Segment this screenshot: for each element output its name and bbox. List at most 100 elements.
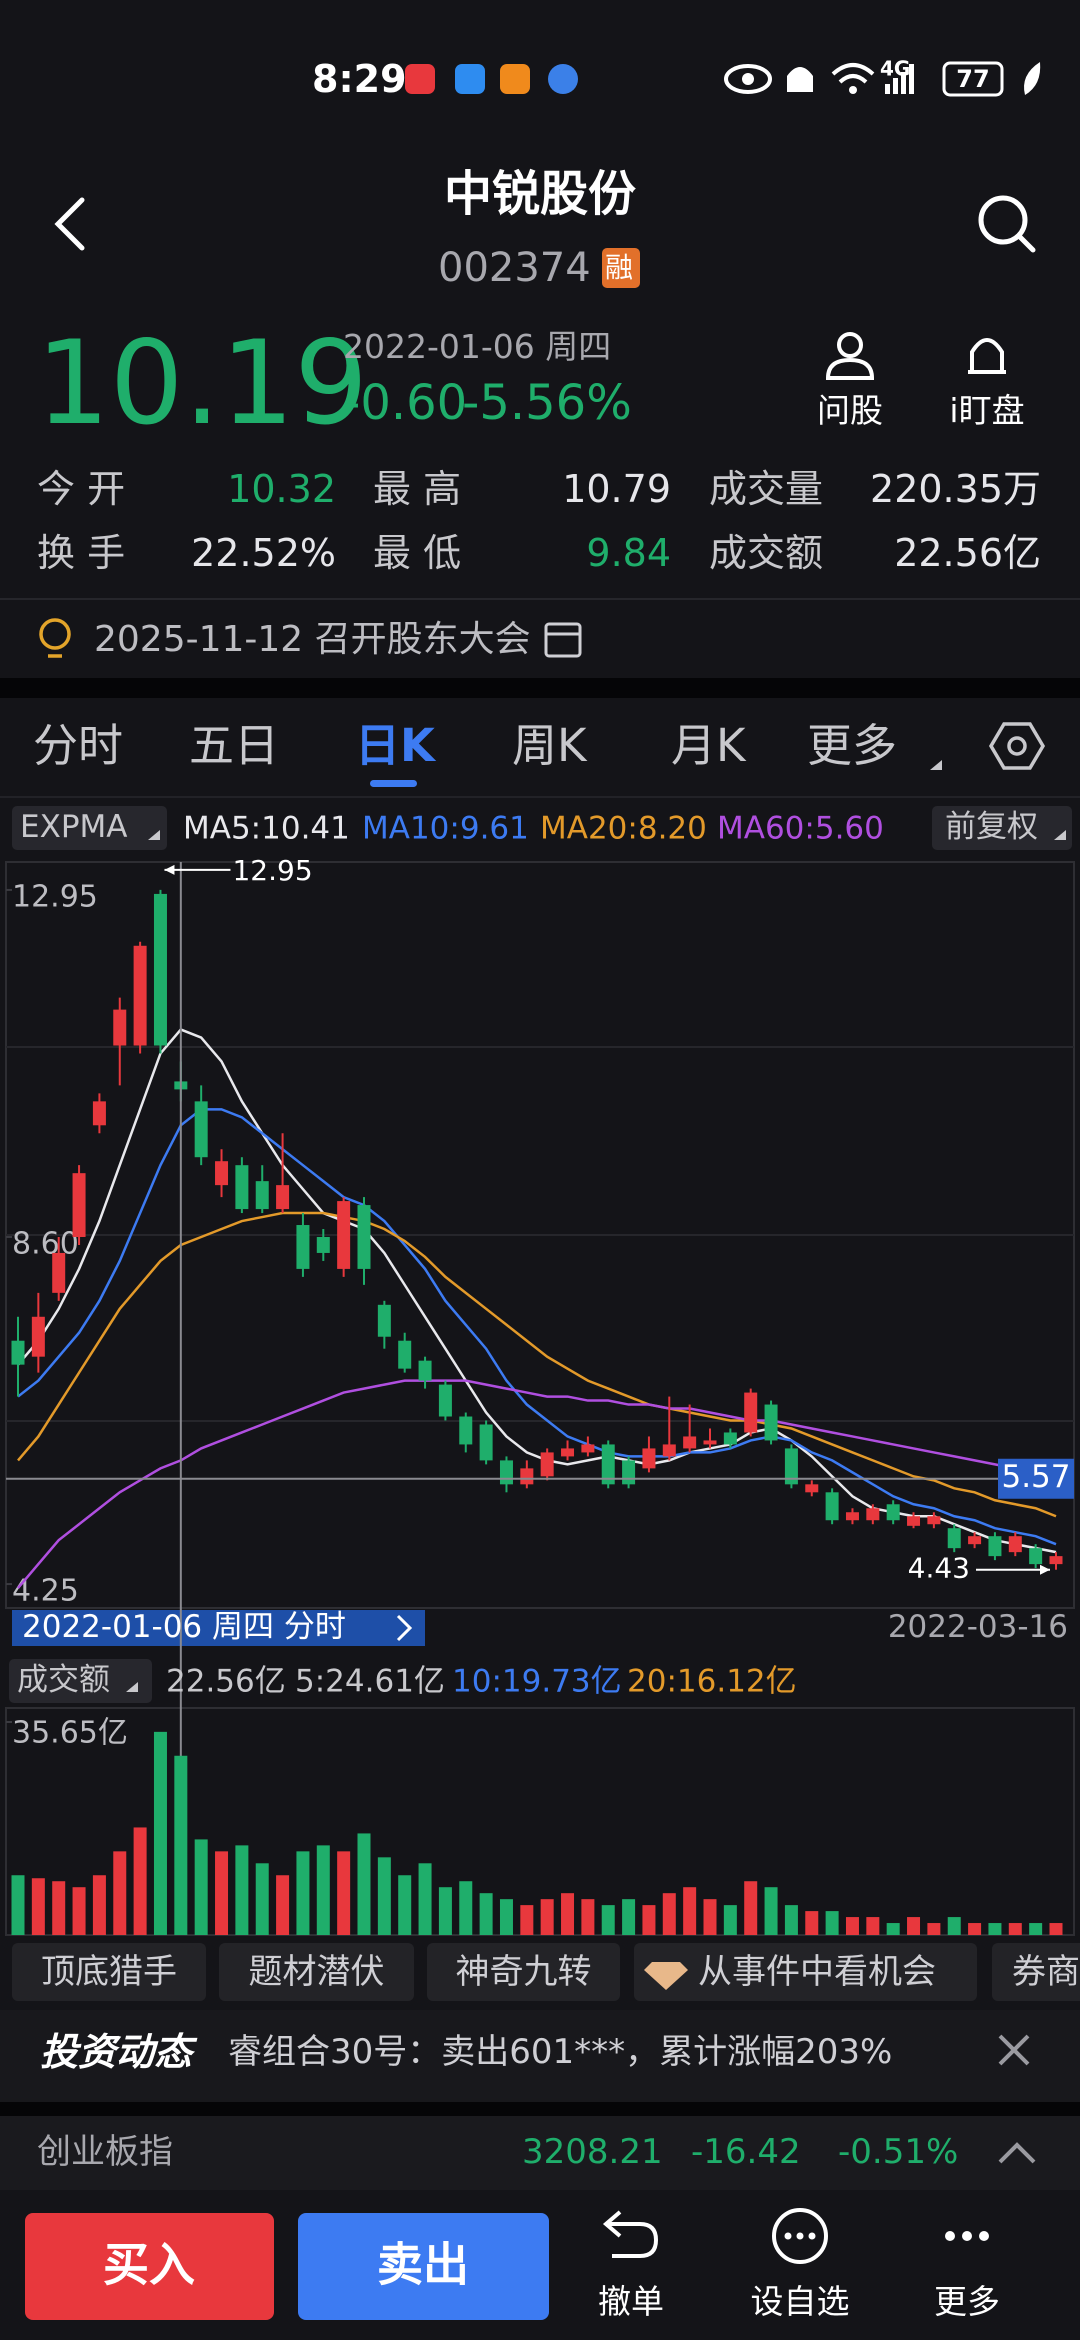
stat-value: 22.52% bbox=[191, 531, 336, 575]
tool-chip[interactable] bbox=[219, 1943, 414, 2001]
search-button[interactable] bbox=[1016, 233, 1036, 253]
tool-label[interactable]: 神奇九转 bbox=[455, 1952, 592, 1992]
adjust-selector[interactable] bbox=[932, 806, 1072, 850]
candle-body bbox=[744, 1392, 758, 1433]
favorite-icon[interactable] bbox=[784, 2232, 792, 2240]
tab-active[interactable]: 日K bbox=[355, 719, 435, 772]
favorite-icon[interactable] bbox=[796, 2232, 804, 2240]
tool-chip[interactable] bbox=[992, 1943, 1080, 2001]
action-label[interactable]: 问股 bbox=[817, 391, 883, 430]
candle-body bbox=[540, 1452, 554, 1477]
indicator[interactable]: EXPMA bbox=[20, 809, 128, 845]
sell-label[interactable]: 卖出 bbox=[377, 2238, 469, 2292]
ask-icon[interactable] bbox=[837, 332, 863, 358]
wifi-icon bbox=[849, 86, 857, 94]
ma-line bbox=[17, 1108, 1057, 1546]
eye-icon bbox=[724, 64, 772, 94]
candle-body bbox=[988, 1536, 1002, 1557]
tool-label[interactable]: 券商 bbox=[1012, 1952, 1080, 1992]
cancel-icon[interactable] bbox=[602, 2210, 659, 2258]
volume-bar bbox=[153, 1731, 167, 1935]
volume-bar bbox=[540, 1899, 554, 1935]
candle-body bbox=[235, 1165, 249, 1210]
tool-chip[interactable] bbox=[634, 1943, 977, 2001]
more-icon[interactable] bbox=[962, 2231, 972, 2241]
volume-bar bbox=[703, 1899, 717, 1935]
end-date: 2022-03-16 bbox=[887, 1609, 1068, 1645]
expand-button[interactable] bbox=[998, 2142, 1036, 2164]
volume-bar bbox=[72, 1887, 86, 1935]
volume-bar bbox=[296, 1851, 310, 1935]
ma-line bbox=[17, 1028, 1057, 1554]
legend-entry: MA60:5.60 bbox=[717, 811, 884, 847]
app-icon bbox=[455, 64, 485, 94]
volume-bar bbox=[357, 1833, 371, 1935]
stat-label: 成交额 bbox=[709, 531, 824, 575]
tool-label[interactable]: 题材潜伏 bbox=[248, 1952, 385, 1992]
settings-button[interactable] bbox=[1007, 736, 1027, 756]
search-button[interactable] bbox=[978, 195, 1028, 245]
tool-label[interactable]: 从事件中看机会 bbox=[698, 1952, 936, 1992]
indicator-selector[interactable] bbox=[12, 806, 167, 850]
volume-bar bbox=[988, 1923, 1002, 1935]
close-button[interactable] bbox=[998, 2034, 1030, 2066]
volume-bar bbox=[1008, 1923, 1022, 1935]
tab[interactable]: 更多 bbox=[807, 719, 898, 772]
volume-bar bbox=[907, 1917, 921, 1935]
volume-bar bbox=[418, 1863, 432, 1935]
stat-label: 换 手 bbox=[37, 531, 126, 575]
volume-bar bbox=[622, 1899, 636, 1935]
volume-title[interactable]: 成交额 bbox=[17, 1662, 110, 1698]
watch-icon[interactable] bbox=[968, 338, 1006, 374]
buy-button[interactable] bbox=[25, 2213, 274, 2320]
tab[interactable]: 五日 bbox=[189, 719, 280, 772]
sell-button[interactable] bbox=[298, 2213, 549, 2320]
candle-body bbox=[11, 1340, 25, 1365]
action-label[interactable]: 设自选 bbox=[750, 2282, 850, 2321]
event[interactable]: 2025-11-12 召开股东大会 bbox=[94, 619, 531, 660]
high-marker-label: 12.95 bbox=[232, 854, 312, 887]
change-pct: -5.56% bbox=[462, 375, 632, 431]
index-name[interactable]: 创业板指 bbox=[37, 2132, 173, 2172]
action-label[interactable]: 更多 bbox=[934, 2282, 1000, 2321]
candle-body bbox=[520, 1468, 534, 1485]
volume-bar bbox=[866, 1917, 880, 1935]
action-label[interactable]: i盯盘 bbox=[949, 391, 1025, 430]
volume-selector[interactable] bbox=[9, 1659, 152, 1703]
diamond-icon bbox=[644, 1962, 688, 1990]
more-icon[interactable] bbox=[979, 2231, 989, 2241]
ask-icon[interactable] bbox=[825, 357, 875, 380]
favorite-icon[interactable] bbox=[808, 2232, 816, 2240]
tool-chip[interactable] bbox=[427, 1943, 620, 2001]
adjust[interactable]: 前复权 bbox=[945, 809, 1038, 845]
stat-value: 9.84 bbox=[586, 531, 671, 575]
tab[interactable]: 周K bbox=[512, 719, 587, 772]
volume-bar bbox=[255, 1863, 269, 1935]
arrow-head bbox=[1040, 1564, 1050, 1575]
battery bbox=[942, 61, 1004, 97]
tab[interactable]: 月K bbox=[671, 719, 746, 772]
news-text[interactable]: 睿组合30号：卖出601***，累计涨幅203% bbox=[228, 2032, 893, 2072]
candle-body bbox=[601, 1444, 615, 1485]
candle-body bbox=[438, 1384, 452, 1417]
arrow-head bbox=[164, 864, 175, 875]
action-label[interactable]: 撤单 bbox=[598, 2282, 664, 2321]
settings-button[interactable] bbox=[988, 722, 1046, 770]
favorite-icon[interactable] bbox=[772, 2208, 828, 2264]
tab[interactable]: 分时 bbox=[33, 719, 124, 772]
cursor-date-box[interactable] bbox=[12, 1610, 425, 1646]
volume-bar bbox=[764, 1887, 778, 1935]
cursor-date[interactable]: 2022-01-06 周四 分时 bbox=[22, 1609, 346, 1645]
back-button[interactable] bbox=[54, 197, 85, 251]
tool-chip[interactable] bbox=[12, 1943, 206, 2001]
candle-body bbox=[1049, 1556, 1063, 1565]
volume-bar bbox=[784, 1905, 798, 1935]
legend-entry: MA5:10.41 bbox=[183, 811, 350, 847]
candle-body bbox=[907, 1516, 921, 1526]
candle-body bbox=[683, 1436, 697, 1449]
tool-label[interactable]: 顶底猎手 bbox=[41, 1952, 177, 1992]
calendar-icon[interactable] bbox=[544, 622, 582, 658]
more-icon[interactable] bbox=[945, 2231, 955, 2241]
buy-label[interactable]: 买入 bbox=[103, 2238, 195, 2292]
signal bbox=[893, 78, 898, 94]
